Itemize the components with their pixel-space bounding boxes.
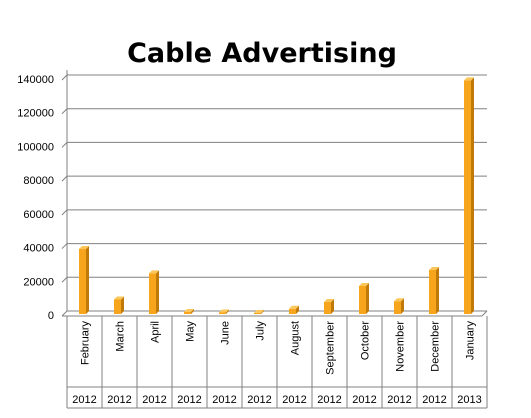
bar-top [184,308,194,312]
bar-front [464,80,471,314]
x-tick-year: 2012 [352,394,376,406]
bar-top [289,305,299,309]
bar-top [359,283,369,287]
bar-front [429,270,436,314]
bar-front [79,248,86,314]
y-axis-ticks: 0 20000 40000 60000 80000 100000 120000 140000 [17,74,54,322]
y-tick-label: 40000 [23,243,54,255]
gridline [61,243,487,249]
x-tick-year: 2012 [282,394,306,406]
x-tick-month: May [185,321,197,342]
bar [149,270,159,314]
bar-side [86,245,89,314]
y-tick-label: 120000 [17,108,54,120]
bar-side [226,309,229,314]
bar-top [429,267,439,271]
bar [429,267,439,314]
grid-lines [61,70,488,317]
bar-front [324,302,331,314]
x-tick-year: 2013 [457,394,481,406]
x-tick-month: April [150,321,162,343]
x-tick-year: 2012 [317,394,341,406]
floor-corner [481,310,488,317]
x-tick-month: September [325,321,337,375]
x-axis-categories: February 2012 March 2012 April 2012 May 2012 Jun… [66,316,488,409]
x-tick-year: 2012 [72,394,96,406]
chart-title: Cable Advertising [127,38,397,69]
bar-front [359,286,366,314]
bar-front [219,312,226,314]
x-tick-year: 2012 [107,394,131,406]
bar [464,77,474,314]
bars [79,77,474,314]
x-tick-year: 2012 [212,394,236,406]
bar-front [184,311,191,314]
gridline [61,108,487,115]
x-tick-month: February [80,321,92,366]
x-tick-month: July [255,321,267,341]
bar-side [401,298,404,314]
bar-side [191,308,194,314]
gridline [61,209,487,216]
bar-side [331,299,334,314]
bar [289,305,299,314]
y-tick-label: 80000 [23,175,54,187]
x-tick-year: 2012 [142,394,166,406]
bar-top [324,299,334,303]
bar-top [219,309,229,313]
bar [254,309,264,314]
bar-top [394,298,404,302]
bar-front [114,299,121,314]
x-tick-year: 2012 [177,394,201,406]
bar-side [436,267,439,314]
gridline [61,74,487,81]
bar-top [149,270,159,274]
bar-top [464,77,474,81]
gridline [61,175,487,182]
bar-top [114,296,124,300]
bar [324,299,334,314]
x-tick-month: October [360,321,372,360]
bar-front [394,301,401,314]
x-tick-year: 2012 [247,394,271,406]
bar-side [296,305,299,314]
x-tick-month: November [395,321,407,372]
y-tick-label: 0 [48,310,54,322]
x-tick-year: 2012 [422,394,446,406]
gridline [61,310,487,317]
bar-side [366,283,369,314]
bar-front [254,312,261,314]
y-tick-label: 100000 [17,141,54,153]
x-tick-month: March [115,321,127,352]
y-tick-label: 60000 [23,209,54,221]
bar-side [121,296,124,314]
x-tick-month: January [465,321,477,361]
gridline [61,141,487,148]
y-tick-label: 20000 [23,276,54,288]
bar [394,298,404,314]
bar-top [79,245,89,249]
x-tick-month: June [220,321,232,345]
bar [219,309,229,314]
bar-front [149,273,156,314]
bar-top [254,309,264,313]
bar-front [289,308,296,314]
gridline [61,276,487,283]
x-tick-month: December [430,321,442,372]
y-tick-label: 140000 [17,74,54,86]
bar-side [156,270,159,314]
bar [114,296,124,314]
bar [79,245,89,314]
bar [184,308,194,314]
x-tick-month: August [290,321,302,355]
bar [359,283,369,314]
bar-side [471,77,474,314]
x-tick-year: 2012 [387,394,411,406]
bar-side [261,309,264,314]
